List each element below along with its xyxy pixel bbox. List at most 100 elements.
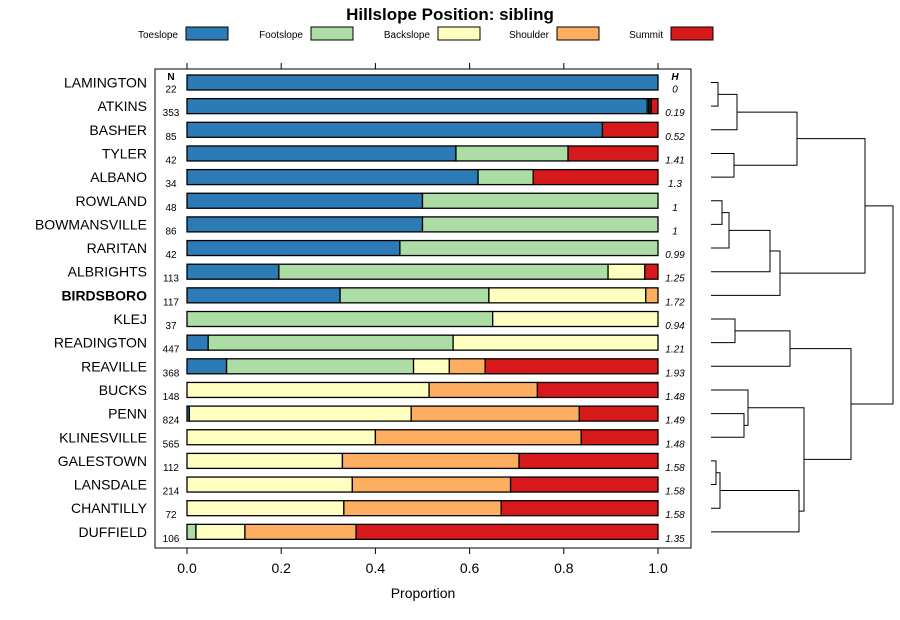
- row-label: BIRDSBORO: [61, 287, 147, 303]
- legend-label-shoulder: Shoulder: [509, 30, 550, 41]
- bar-segment-footslope: [207, 334, 454, 351]
- dendrogram-link: [711, 413, 745, 438]
- bar-segment-shoulder: [244, 523, 357, 540]
- row-h-value: 1.58: [665, 487, 685, 498]
- row-label: KLEJ: [114, 311, 147, 327]
- bar-segment-backslope: [195, 523, 246, 540]
- bar-segment-summit: [644, 263, 659, 280]
- legend-label-toeslope: Toeslope: [138, 30, 178, 41]
- row-h-value: 1.48: [665, 392, 685, 403]
- row-n-value: 72: [165, 510, 177, 521]
- row-h-value: 1.21: [665, 345, 684, 356]
- row-label: KLINESVILLE: [59, 429, 147, 445]
- row-n-value: 353: [163, 108, 180, 119]
- row-h-value: 1.58: [665, 510, 685, 521]
- legend-label-backslope: Backslope: [384, 30, 431, 41]
- row-h-value: 0.19: [665, 108, 685, 119]
- row-n-value: 85: [165, 132, 177, 143]
- dendrogram-link: [734, 111, 798, 166]
- legend: Toeslope Footslope Backslope Shoulder Summit: [138, 26, 714, 41]
- bar-segment-summit: [567, 145, 659, 162]
- row-label: LANSDALE: [74, 477, 147, 493]
- row-h-value: 1.41: [665, 155, 684, 166]
- row-label: BUCKS: [99, 382, 147, 398]
- bar-segment-toeslope: [186, 287, 341, 304]
- legend-swatch-shoulder: [556, 26, 600, 41]
- row-n-value: 48: [165, 203, 177, 214]
- dendrogram: [711, 82, 894, 533]
- dendrogram-link: [748, 407, 805, 512]
- row-label: REAVILLE: [81, 358, 147, 374]
- x-tick-label: 0.6: [460, 560, 480, 576]
- row-label: LAMINGTON: [64, 75, 147, 91]
- bar-segment-toeslope: [186, 168, 479, 186]
- bar-segment-shoulder: [645, 287, 659, 304]
- row-h-value: 1: [672, 203, 678, 214]
- dendrogram-link: [711, 489, 800, 533]
- row-h-value: 0.94: [665, 321, 685, 332]
- dendrogram-link: [711, 93, 738, 131]
- row-label: PENN: [108, 406, 147, 422]
- row-label: BASHER: [89, 122, 147, 138]
- bar-segment-footslope: [225, 358, 415, 375]
- bar-segment-summit: [355, 523, 659, 540]
- bar-segment-summit: [484, 358, 659, 375]
- bar-segment-toeslope: [186, 358, 228, 375]
- bar-segment-summit: [578, 405, 659, 422]
- bar-segment-summit: [509, 476, 659, 493]
- row-n-value: 42: [165, 250, 177, 261]
- bar-segment-footslope: [186, 310, 494, 328]
- row-label: TYLER: [102, 145, 147, 161]
- row-h-value: 1.93: [665, 368, 685, 379]
- bar-segment-backslope: [186, 381, 430, 399]
- row-n-value: 148: [163, 392, 180, 403]
- bar-segment-backslope: [186, 500, 345, 517]
- row-label: ALBRIGHTS: [68, 264, 147, 280]
- x-tick-label: 0.8: [554, 560, 574, 576]
- bar-segment-footslope: [399, 239, 659, 257]
- legend-swatch-backslope: [437, 26, 481, 41]
- bar-segment-footslope: [455, 145, 569, 162]
- bar-segment-footslope: [278, 263, 609, 280]
- dendrogram-link: [711, 460, 717, 486]
- row-h-value: 0: [672, 85, 678, 96]
- bar-segment-summit: [601, 121, 659, 138]
- bar-segment-shoulder: [374, 429, 582, 446]
- bar-segment-backslope: [452, 334, 659, 351]
- bar-segment-backslope: [412, 358, 450, 375]
- bar-segment-footslope: [477, 168, 534, 186]
- row-label: CHANTILLY: [71, 500, 148, 516]
- bar-segment-toeslope: [186, 98, 648, 115]
- dendrogram-link: [711, 229, 771, 273]
- row-n-value: 34: [165, 179, 177, 190]
- row-h-value: 1.49: [665, 416, 685, 427]
- bar-segment-shoulder: [428, 381, 539, 399]
- dendrogram-link: [711, 212, 730, 249]
- row-n-value: 447: [163, 345, 180, 356]
- bar-segment-toeslope: [186, 216, 424, 233]
- row-label: ATKINS: [97, 98, 147, 114]
- row-label: ROWLAND: [75, 193, 147, 209]
- row-n-value: 22: [165, 85, 177, 96]
- bar-segment-backslope: [186, 476, 353, 493]
- x-axis-title: Proportion: [391, 585, 456, 601]
- row-n-value: 112: [163, 463, 179, 474]
- chart-title: Hillslope Position: sibling: [346, 5, 554, 24]
- bar-segment-shoulder: [343, 500, 502, 517]
- bar-segment-backslope: [186, 429, 377, 446]
- bar-segment-summit: [532, 168, 659, 186]
- x-tick-label: 0.2: [271, 560, 291, 576]
- bars: [186, 74, 659, 540]
- row-n-value: 824: [163, 416, 180, 427]
- bar-segment-footslope: [421, 192, 659, 209]
- bar-segment-backslope: [492, 310, 659, 328]
- plot-panel: [154, 68, 692, 549]
- row-label: BOWMANSVILLE: [35, 216, 147, 232]
- bar-segment-toeslope: [186, 263, 280, 280]
- bar-segment-backslope: [607, 263, 646, 280]
- x-tick-label: 1.0: [648, 560, 668, 576]
- dendrogram-link: [711, 389, 749, 426]
- bar-segment-shoulder: [448, 358, 486, 375]
- row-n-value: 106: [163, 534, 180, 545]
